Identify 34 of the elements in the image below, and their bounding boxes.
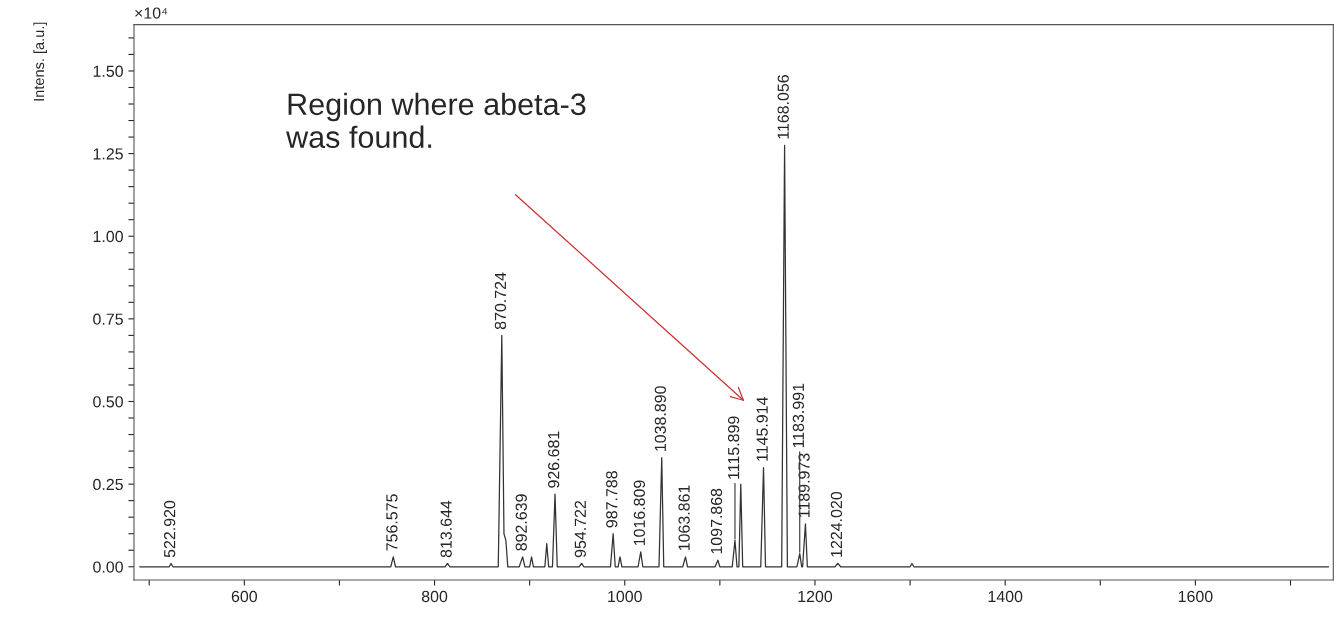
annotation: 870.724 [494, 272, 507, 330]
x-tick-label: 800 [421, 590, 448, 603]
y-tick-label: 1.50 [93, 65, 123, 77]
y-axis-title: Intens. [a.u.] [33, 22, 47, 101]
annotation: 1038.890 [654, 386, 667, 451]
y-tick-label: 1.00 [93, 230, 123, 243]
annotation: 954.722 [574, 500, 586, 558]
annotation: Region where abeta-3 was found. [286, 92, 586, 149]
annotation: 1115.899 [727, 416, 740, 479]
y-tick-label: 0.75 [93, 313, 123, 325]
text: ×10⁴ [135, 7, 168, 19]
annotation: 987.788 [606, 471, 618, 528]
annotation: 1063.861 [678, 485, 690, 551]
annotation: 522.920 [163, 500, 176, 558]
x-tick-label: 600 [231, 590, 258, 603]
y-tick-label: 0.50 [93, 396, 123, 408]
annotation: 1183.991 [792, 383, 805, 448]
annotation: 1145.914 [756, 397, 768, 461]
y-tick-label: 0.25 [93, 478, 123, 491]
annotation: 926.681 [548, 431, 560, 488]
annotation: 1168.056 [777, 75, 789, 139]
annotation: 892.639 [515, 494, 527, 551]
y-tick-label: 0.00 [93, 561, 123, 573]
annotation: 1097.868 [710, 488, 723, 554]
y-tick-label: 1.25 [93, 148, 123, 160]
x-tick-label: 1400 [988, 590, 1023, 603]
annotation: 1016.809 [633, 480, 646, 546]
annotation: 1224.020 [830, 491, 843, 557]
x-tick-label: 1000 [608, 590, 642, 603]
annotation: 1189.973 [798, 453, 810, 518]
annotation: 813.644 [440, 500, 452, 558]
x-tick-label: 1600 [1178, 590, 1213, 603]
x-tick-label: 1200 [798, 590, 833, 603]
annotation: 756.575 [386, 494, 398, 551]
